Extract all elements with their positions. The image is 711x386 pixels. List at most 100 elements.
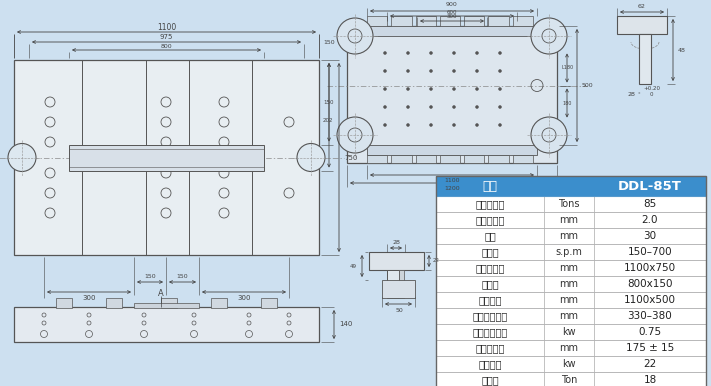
Text: mm: mm	[560, 343, 579, 353]
Circle shape	[531, 117, 567, 153]
Bar	[440, 155, 460, 163]
Text: 2.0: 2.0	[642, 215, 658, 225]
Circle shape	[531, 18, 567, 54]
Circle shape	[407, 88, 410, 90]
Text: DDL-85T: DDL-85T	[618, 179, 682, 193]
Text: 衝程: 衝程	[484, 231, 496, 241]
Circle shape	[476, 105, 479, 108]
Bar	[161, 298, 177, 308]
Bar	[134, 303, 199, 308]
Bar	[415, 155, 436, 163]
Bar	[436, 176, 706, 386]
Text: 800: 800	[161, 44, 172, 49]
Circle shape	[498, 105, 501, 108]
Bar	[464, 16, 484, 28]
Circle shape	[383, 124, 387, 127]
Bar	[369, 252, 424, 270]
Text: 公稱作用力: 公稱作用力	[476, 199, 505, 209]
Text: 1100: 1100	[444, 178, 460, 183]
Bar	[436, 228, 706, 244]
Text: kw: kw	[562, 327, 576, 337]
Bar	[488, 16, 508, 28]
Bar	[14, 60, 319, 255]
Bar	[436, 244, 706, 260]
Bar	[367, 26, 537, 36]
Text: 975: 975	[160, 34, 173, 40]
Circle shape	[383, 105, 387, 108]
Text: 140: 140	[339, 322, 353, 327]
Text: 0.75: 0.75	[638, 327, 661, 337]
Text: 送料線高度: 送料線高度	[476, 343, 505, 353]
Bar	[436, 340, 706, 356]
Circle shape	[498, 88, 501, 90]
Text: 800x150: 800x150	[627, 279, 673, 289]
Bar	[440, 16, 460, 28]
Bar	[513, 16, 533, 28]
Bar	[436, 196, 706, 212]
Text: 30: 30	[643, 231, 656, 241]
Text: 22: 22	[643, 359, 657, 369]
Circle shape	[452, 51, 456, 54]
Text: 150: 150	[323, 39, 335, 44]
Text: 模高調整馬達: 模高調整馬達	[472, 327, 508, 337]
Text: 900: 900	[446, 2, 458, 7]
Text: mm: mm	[560, 263, 579, 273]
Bar	[56, 298, 72, 308]
Circle shape	[429, 124, 432, 127]
Text: 衝程數: 衝程數	[481, 247, 499, 257]
Circle shape	[8, 144, 36, 171]
Circle shape	[429, 51, 432, 54]
Bar	[436, 276, 706, 292]
Text: mm: mm	[560, 311, 579, 321]
Bar	[436, 292, 706, 308]
Bar	[382, 280, 415, 298]
Text: 下料孔: 下料孔	[481, 279, 499, 289]
Text: 330–380: 330–380	[628, 311, 673, 321]
Text: 750: 750	[344, 154, 358, 161]
Bar	[367, 16, 387, 28]
Text: 150: 150	[177, 274, 188, 279]
Circle shape	[383, 69, 387, 73]
Circle shape	[407, 69, 410, 73]
Bar	[261, 298, 277, 308]
Circle shape	[476, 51, 479, 54]
Text: 28: 28	[627, 91, 635, 96]
Text: Ton: Ton	[561, 375, 577, 385]
Text: 500: 500	[582, 83, 594, 88]
Text: mm: mm	[560, 231, 579, 241]
Bar	[387, 270, 399, 298]
Text: 主機馬達: 主機馬達	[479, 359, 502, 369]
Bar	[464, 155, 484, 163]
Circle shape	[498, 124, 501, 127]
Circle shape	[407, 105, 410, 108]
Circle shape	[452, 88, 456, 90]
Bar	[513, 155, 533, 163]
Text: 0: 0	[643, 93, 653, 98]
Circle shape	[498, 51, 501, 54]
Text: 工作臺面積: 工作臺面積	[476, 263, 505, 273]
Text: A: A	[158, 288, 164, 298]
Bar	[14, 307, 319, 342]
Text: 總重量: 總重量	[481, 375, 499, 385]
Bar	[347, 26, 557, 163]
Circle shape	[429, 88, 432, 90]
Bar	[211, 298, 227, 308]
Circle shape	[498, 69, 501, 73]
Circle shape	[429, 69, 432, 73]
Bar	[617, 16, 667, 34]
Text: 85: 85	[643, 199, 657, 209]
Text: 1100: 1100	[157, 22, 176, 32]
Circle shape	[452, 69, 456, 73]
Circle shape	[297, 144, 325, 171]
Bar	[367, 145, 537, 155]
Bar	[367, 155, 387, 163]
Text: 1200: 1200	[444, 186, 460, 191]
Text: 300: 300	[237, 295, 251, 301]
Circle shape	[476, 124, 479, 127]
Text: 600: 600	[447, 10, 457, 15]
Text: 300: 300	[82, 295, 96, 301]
Text: °: °	[638, 93, 641, 98]
Bar	[391, 155, 412, 163]
Text: 150: 150	[323, 100, 333, 105]
Text: 300: 300	[447, 15, 457, 20]
